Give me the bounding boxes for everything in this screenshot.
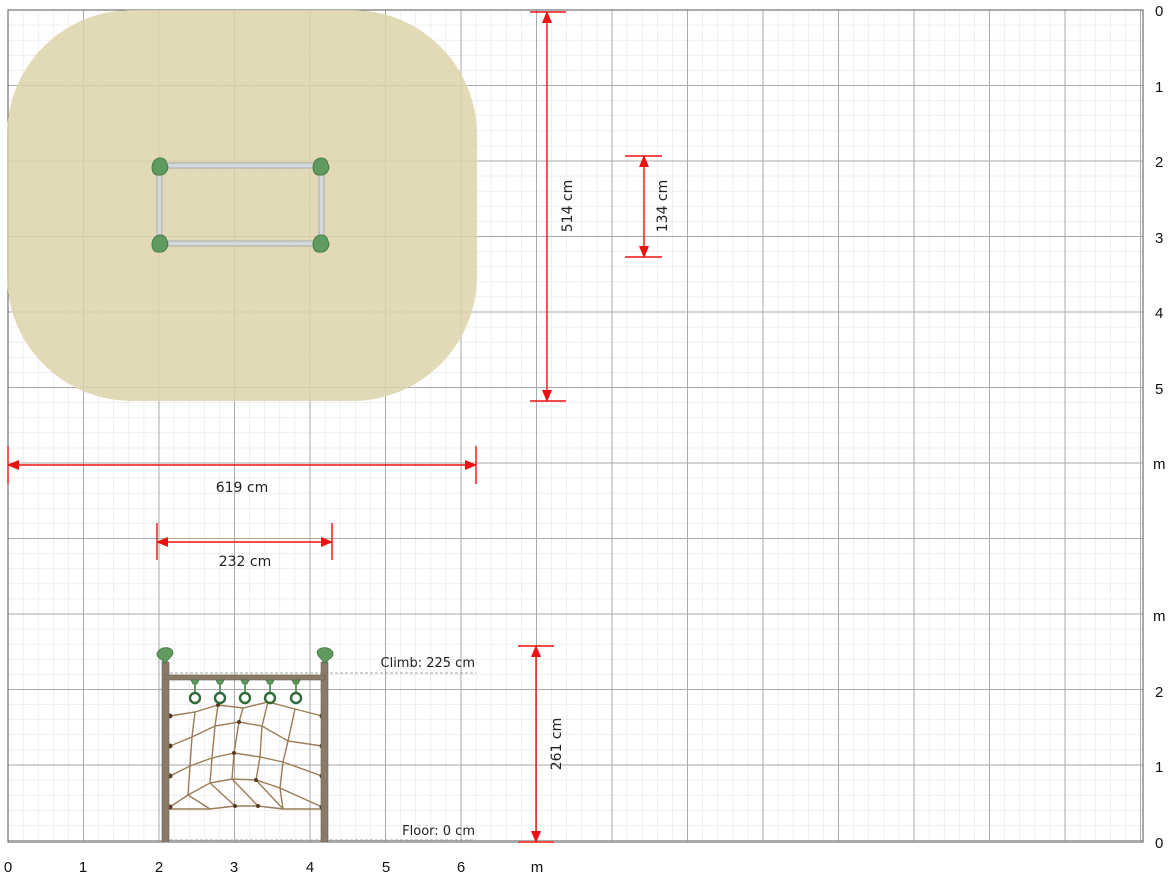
x-axis-tick: 3 <box>230 859 238 876</box>
dimension-261: 261 cm <box>518 645 565 843</box>
plan-axis-tick: 0 <box>1155 3 1163 20</box>
net-rope <box>187 711 211 810</box>
net-rope <box>255 701 284 810</box>
leaf-cap-icon <box>312 157 330 176</box>
dimension-134: 134 cm <box>625 155 671 258</box>
elevation-axis-tick: 2 <box>1155 684 1163 701</box>
ring-handles <box>188 679 303 705</box>
elevation-y-axis: m 2 1 0 <box>1153 608 1166 852</box>
minor-grid <box>7 9 1143 842</box>
reference-lines: Climb: 225 cm Floor: 0 cm <box>165 656 476 841</box>
plan-axis-tick: 5 <box>1155 381 1163 398</box>
frame-top-bar <box>159 162 325 169</box>
x-axis-tick: 6 <box>457 859 465 876</box>
frame-left-bar <box>156 165 163 245</box>
dimension-label-frame-depth: 134 cm <box>655 180 671 233</box>
ring-handle-icon <box>238 679 252 705</box>
plan-axis-tick: 1 <box>1155 79 1163 96</box>
ring-handle-icon <box>263 679 277 705</box>
leaf-cap-icon <box>312 234 330 253</box>
leaf-cap-icon <box>151 157 169 176</box>
ring-handle-icon <box>213 679 227 705</box>
net-knot <box>256 804 260 808</box>
dimension-label-total-length: 514 cm <box>560 180 576 233</box>
dimension-label-total-height: 261 cm <box>549 718 565 771</box>
plan-axis-tick: 2 <box>1155 154 1163 171</box>
elevation-view <box>156 647 334 843</box>
x-axis-tick: 5 <box>382 859 390 876</box>
x-axis: 0 1 2 3 4 5 6 m <box>4 859 543 876</box>
plan-axis-unit: m <box>1153 456 1166 473</box>
climbing-net <box>169 701 323 810</box>
leaf-cap-icon <box>156 647 174 664</box>
plan-frame <box>151 157 330 253</box>
ring-handle-icon <box>289 679 303 705</box>
x-axis-tick: 0 <box>4 859 12 876</box>
ring-handle-icon <box>188 679 202 705</box>
net-knot <box>233 804 237 808</box>
net-rope <box>209 704 236 807</box>
safety-zone <box>7 10 477 401</box>
top-bar <box>164 674 326 681</box>
right-post <box>320 661 329 843</box>
net-knot <box>237 720 241 724</box>
x-axis-tick: 2 <box>155 859 163 876</box>
climb-height-label: Climb: 225 cm <box>381 656 476 671</box>
leaf-cap-icon <box>316 647 334 664</box>
leaf-cap-icon <box>151 234 169 253</box>
dimension-label-frame-width: 232 cm <box>219 554 272 570</box>
major-grid <box>7 9 1144 843</box>
x-axis-tick: 1 <box>79 859 87 876</box>
elevation-axis-unit: m <box>1153 608 1166 625</box>
net-rope <box>170 805 322 810</box>
x-axis-unit: m <box>531 859 544 876</box>
drawing-border <box>7 9 1144 843</box>
dimension-514: 514 cm <box>530 11 576 402</box>
left-post <box>161 661 170 843</box>
frame-bottom-bar <box>159 240 325 247</box>
net-rope <box>279 708 296 810</box>
plan-view <box>7 10 477 401</box>
plan-axis-tick: 3 <box>1155 230 1163 247</box>
net-knot <box>254 778 258 782</box>
net-knot <box>232 751 236 755</box>
floor-height-label: Floor: 0 cm <box>402 824 475 839</box>
dimension-619: 619 cm <box>7 446 477 496</box>
elevation-axis-tick: 0 <box>1155 835 1163 852</box>
plan-y-axis: 0 1 2 3 4 5 m <box>1153 3 1166 473</box>
elevation-axis-tick: 1 <box>1155 759 1163 776</box>
dimension-label-total-width: 619 cm <box>216 480 269 496</box>
x-axis-tick: 4 <box>306 859 314 876</box>
dimension-232: 232 cm <box>156 523 333 570</box>
plan-axis-tick: 4 <box>1155 305 1163 322</box>
frame-right-bar <box>318 165 325 245</box>
